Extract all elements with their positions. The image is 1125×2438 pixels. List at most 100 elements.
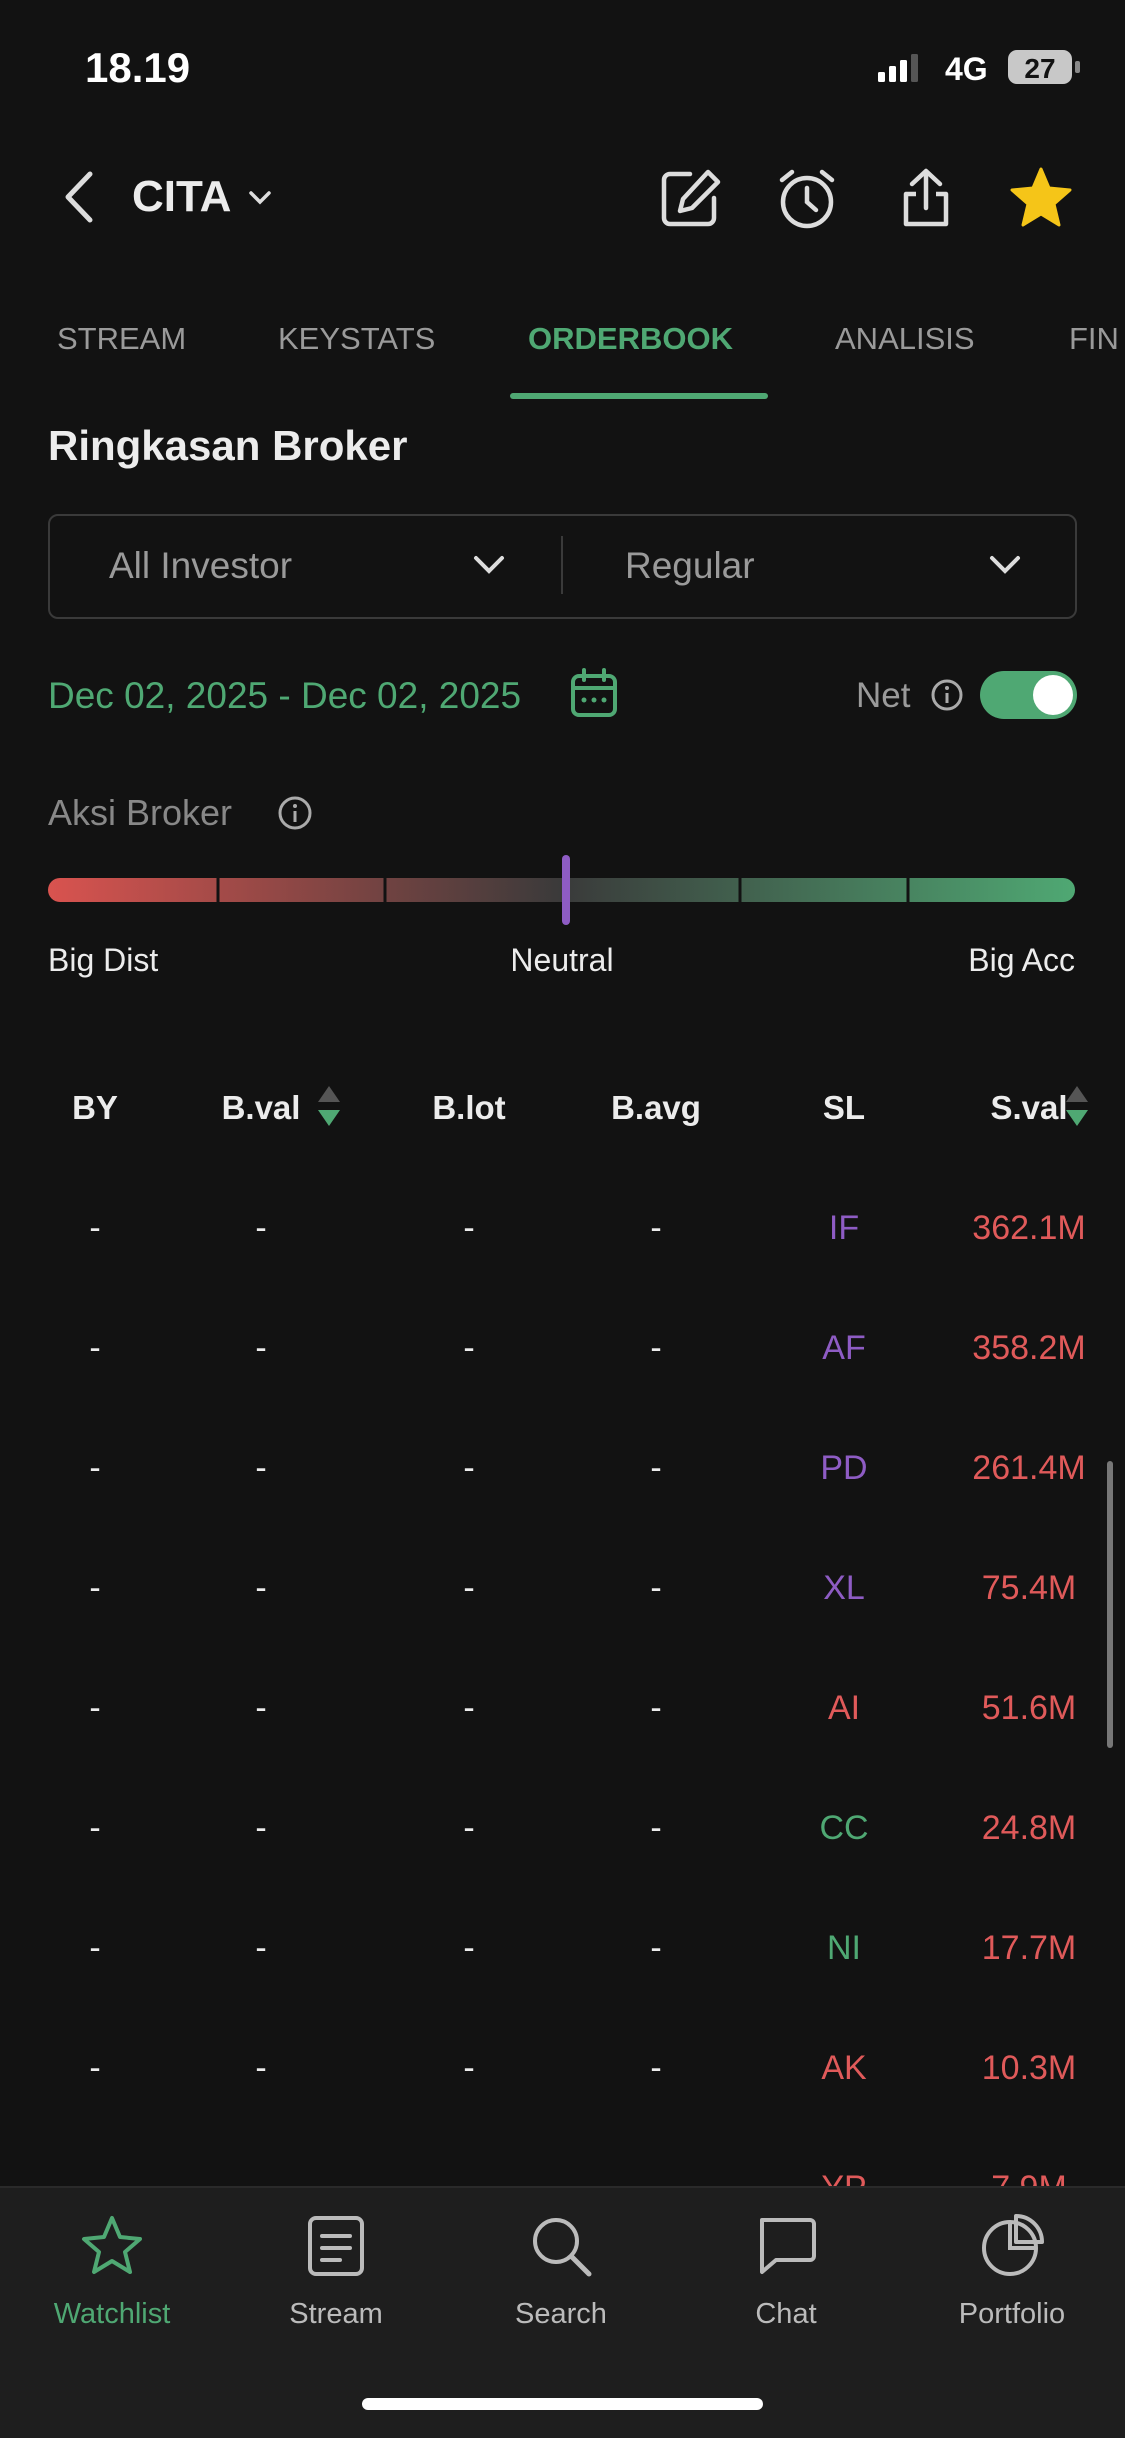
table-cell: - [255, 1809, 267, 1847]
sell-value: 358.2M [972, 1329, 1086, 1367]
nav-label[interactable]: Chat [755, 2297, 817, 2330]
broker-code[interactable]: AK [821, 2049, 867, 2087]
table-cell: - [89, 2049, 101, 2087]
table-cell: - [463, 1449, 475, 1487]
net-info-icon[interactable] [930, 678, 964, 712]
investor-dropdown[interactable] [473, 555, 505, 575]
sell-value: 75.4M [981, 1569, 1077, 1607]
column-header[interactable]: S.val [990, 1088, 1068, 1126]
table-body: - - - - IF 362.1M - - - - AF 358.2M - - - - PD 261.4M - - - -… [0, 1150, 1125, 2186]
status-time: 18.19 [85, 44, 191, 91]
aksi-info-icon[interactable] [277, 795, 313, 831]
table-cell: - [463, 1929, 475, 1967]
bottom-nav: Watchlist Stream Search Chat Portfolio [0, 2186, 1125, 2438]
nav-icon[interactable] [980, 2214, 1044, 2278]
nav-label[interactable]: Stream [289, 2297, 383, 2330]
broker-code[interactable]: PD [820, 1449, 868, 1487]
ticker[interactable]: CITA [132, 172, 232, 221]
scale-label: Neutral [510, 942, 614, 978]
table-cell: - [255, 1329, 267, 1367]
sell-value: 7.9M [991, 2171, 1067, 2186]
table-cell: - [89, 1809, 101, 1847]
table-cell: - [89, 1929, 101, 1967]
table-cell: - [463, 1329, 475, 1367]
broker-code[interactable]: AF [822, 1329, 866, 1367]
tab[interactable]: ANALISIS [835, 320, 975, 356]
nav-icon[interactable] [304, 2214, 368, 2278]
battery-icon [1008, 50, 1080, 84]
investor-filter[interactable]: All Investor [109, 544, 293, 586]
back-button[interactable] [64, 171, 94, 223]
battery-level: 27 [1024, 53, 1056, 84]
sell-value: 362.1M [972, 1209, 1086, 1247]
scale-label: Big Dist [48, 942, 159, 978]
sell-value: 10.3M [981, 2049, 1077, 2087]
broker-code[interactable]: CC [819, 1809, 869, 1847]
table-cell: - [650, 1329, 662, 1367]
sell-value: 17.7M [981, 1929, 1077, 1967]
table-cell: - [650, 1929, 662, 1967]
table-cell: - [255, 1929, 267, 1967]
broker-code[interactable]: AI [827, 1689, 861, 1727]
column-header: B.avg [611, 1088, 701, 1126]
tab[interactable]: FIN [1069, 320, 1119, 356]
nav-icon[interactable] [754, 2214, 818, 2278]
nav-label[interactable]: Search [515, 2297, 607, 2330]
signal-icon [878, 54, 918, 82]
table-cell: - [463, 1809, 475, 1847]
sell-value: 24.8M [981, 1809, 1077, 1847]
tab[interactable]: STREAM [57, 320, 187, 356]
table-cell: - [463, 2049, 475, 2087]
nav-label[interactable]: Portfolio [958, 2297, 1066, 2330]
broker-code[interactable]: XL [823, 1569, 865, 1607]
table-cell: - [89, 1689, 101, 1727]
sval-sort[interactable] [1064, 1084, 1090, 1128]
nav-icon[interactable] [529, 2214, 593, 2278]
filter-box [48, 514, 1077, 619]
filter-divider [561, 536, 563, 594]
aksi-label: Aksi Broker [48, 792, 233, 833]
network-label: 4G [945, 51, 988, 87]
alarm-button[interactable] [776, 168, 838, 230]
tab[interactable]: KEYSTATS [278, 320, 436, 356]
broker-code[interactable]: NI [827, 1929, 861, 1967]
ticker-dropdown[interactable] [248, 190, 272, 206]
nav-label[interactable]: Watchlist [53, 2297, 171, 2330]
column-header[interactable]: B.val [221, 1088, 301, 1126]
table-cell: - [89, 1329, 101, 1367]
column-header: SL [822, 1088, 866, 1126]
edit-button[interactable] [660, 168, 721, 228]
sell-value: 51.6M [981, 1689, 1077, 1727]
market-dropdown[interactable] [989, 555, 1021, 575]
table-cell: - [650, 1689, 662, 1727]
calendar-button[interactable] [570, 668, 618, 718]
broker-code[interactable]: IF [828, 1209, 860, 1247]
date-range[interactable]: Dec 02, 2025 - Dec 02, 2025 [48, 674, 522, 716]
table-cell: - [89, 1449, 101, 1487]
sell-value: 261.4M [972, 1449, 1086, 1487]
active-tab-indicator [510, 393, 768, 399]
net-label: Net [856, 675, 911, 715]
table-cell: - [463, 1209, 475, 1247]
scale-label: Big Acc [968, 942, 1075, 978]
table-cell: - [463, 2171, 474, 2186]
favorite-button[interactable] [1008, 166, 1074, 228]
table-cell: - [255, 1209, 267, 1247]
share-button[interactable] [900, 168, 952, 228]
tab[interactable]: ORDERBOOK [528, 320, 733, 356]
market-filter[interactable]: Regular [625, 544, 755, 586]
table-cell: - [650, 2171, 661, 2186]
home-indicator [362, 2398, 763, 2410]
table-cell: - [255, 2171, 266, 2186]
table-cell: - [255, 1569, 267, 1607]
broker-code[interactable]: YP [821, 2171, 866, 2186]
table-cell: - [650, 1569, 662, 1607]
table-cell: - [255, 1689, 267, 1727]
table-cell: - [650, 1809, 662, 1847]
bval-sort[interactable] [316, 1084, 342, 1128]
table-cell: - [650, 1449, 662, 1487]
nav-icon[interactable] [80, 2214, 144, 2278]
table-cell: - [650, 1209, 662, 1247]
net-toggle[interactable] [980, 671, 1077, 719]
